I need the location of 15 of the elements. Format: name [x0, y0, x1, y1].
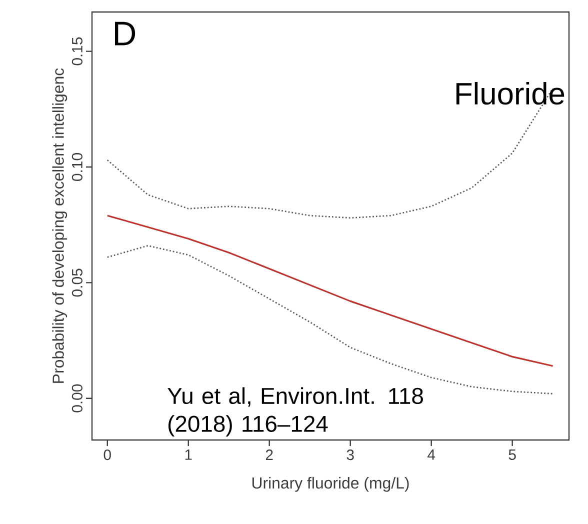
x-tick-label: 2 — [266, 450, 273, 460]
x-tick-label: 0 — [104, 450, 111, 460]
annotation: D — [115, 22, 136, 46]
x-tick-label: 4 — [428, 450, 436, 460]
x-tick-label: 5 — [508, 450, 516, 460]
y-tick-label: 0.00 — [72, 384, 82, 412]
y-tick-label: 0.15 — [72, 37, 82, 66]
x-tick-label: 1 — [185, 450, 192, 460]
y-tick-label: 0.05 — [72, 268, 82, 297]
y-axis-title: Probability of developing excellent intelligenc — [52, 68, 68, 383]
x-tick-label: 3 — [346, 450, 354, 460]
annotation: Fluoride — [456, 82, 564, 105]
y-tick-label: 0.10 — [72, 153, 82, 181]
x-axis-title: Urinary fluoride (mg/L) — [252, 476, 409, 492]
annotation: Yu et al, Environ.Int. 118 (2018) 116–124 — [168, 387, 423, 436]
